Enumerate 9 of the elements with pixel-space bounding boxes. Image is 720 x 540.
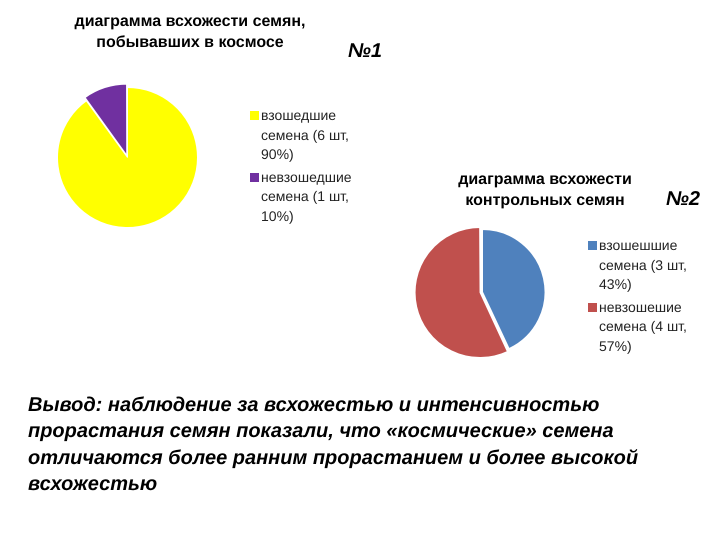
chart-title: диаграмма всхожести семян, побывавших в космосе	[74, 12, 306, 53]
text: №2	[666, 188, 700, 211]
legend-label: невзошедшие семена (1 шт, 10%)	[261, 168, 353, 226]
text: Вывод: наблюдение за всхожестью и интенсивностью прорастания семян показали, что «космические» семена отличаются более ранним прорастанием и более высокой всхожестью	[28, 393, 640, 498]
legend-label: взошедшие семена (6 шт, 90%)	[261, 106, 350, 164]
chart-title: диаграмма всхожести контрольных семян	[457, 170, 633, 211]
legend-label: невзошешие семена (4 шт, 57%)	[599, 298, 688, 356]
legend-label: взошешшие семена (3 шт, 43%)	[599, 236, 688, 294]
text: №1	[348, 40, 382, 63]
